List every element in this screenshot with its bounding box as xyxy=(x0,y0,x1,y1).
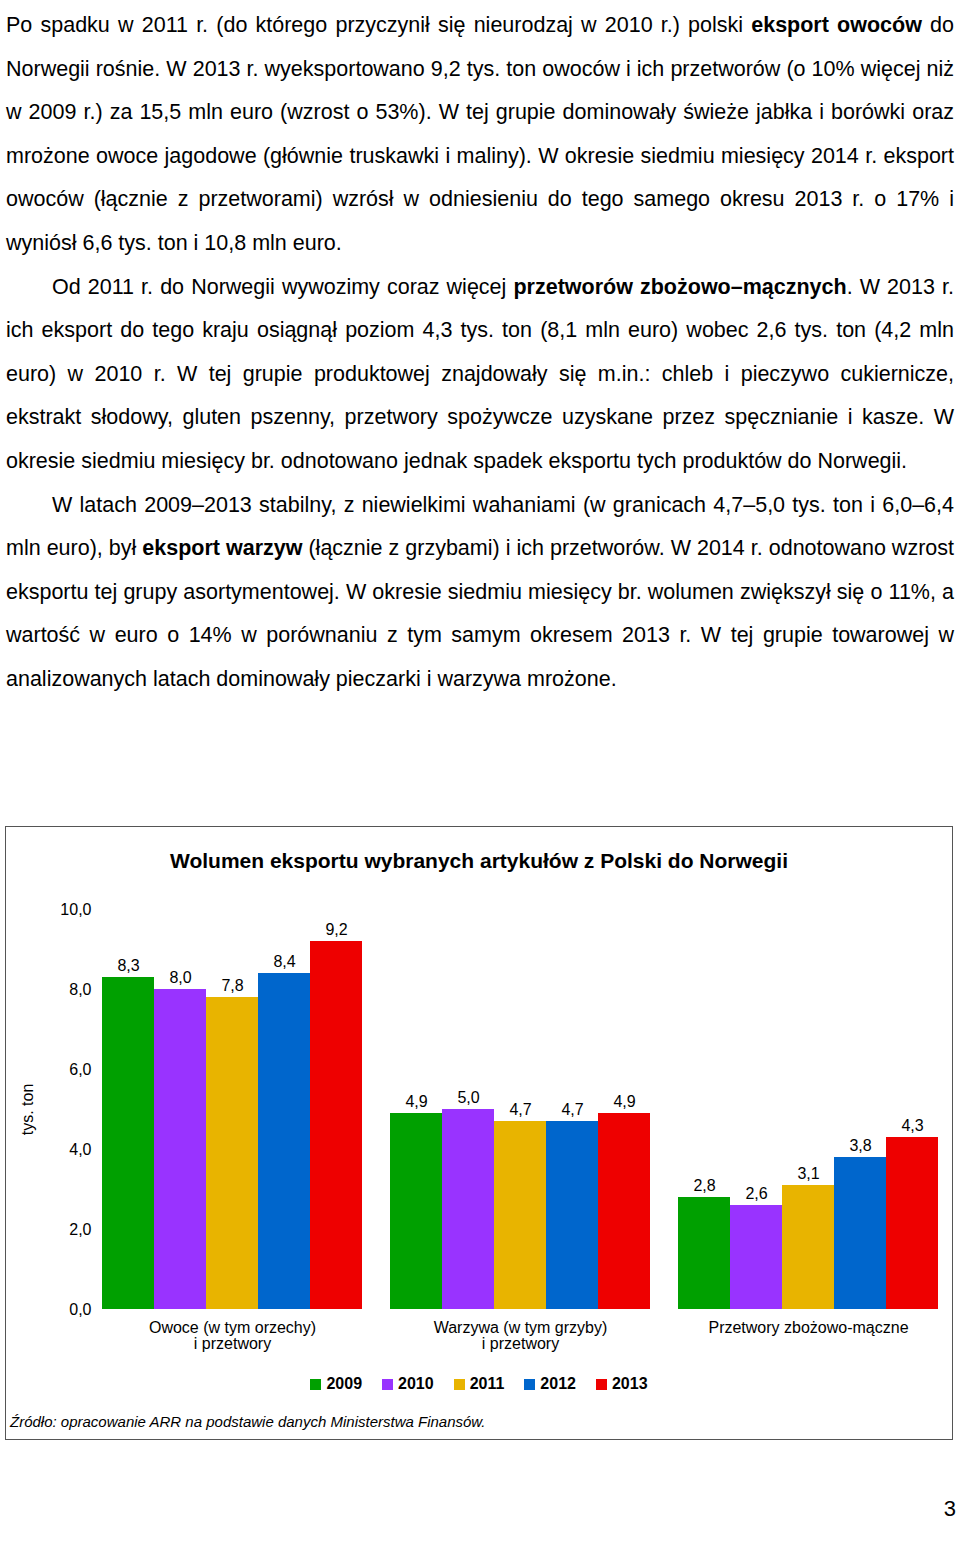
svg-text:3,1: 3,1 xyxy=(797,1165,819,1182)
html-text:2013: 2013 xyxy=(612,1375,648,1392)
svg-text:2,6: 2,6 xyxy=(745,1185,767,1202)
svg-text:tys. ton: tys. ton xyxy=(19,1084,36,1136)
svg-text:8,0: 8,0 xyxy=(69,981,91,998)
svg-text:10,0: 10,0 xyxy=(60,901,91,918)
html-text:2010: 2010 xyxy=(398,1375,434,1392)
html-text:W latach 2009–2013 stabilny, z: W latach 2009–2013 stabilny, z niewielki… xyxy=(6,492,954,691)
svg-text:3,8: 3,8 xyxy=(849,1137,871,1154)
svg-text:2,0: 2,0 xyxy=(69,1221,91,1238)
svg-text:8,0: 8,0 xyxy=(169,969,191,986)
html-text:3: 3 xyxy=(943,1496,956,1521)
svg-text:9,2: 9,2 xyxy=(325,921,347,938)
svg-text:8,3: 8,3 xyxy=(117,957,139,974)
svg-text:7,8: 7,8 xyxy=(221,977,243,994)
svg-text:Przetwory zbożowo-mączne: Przetwory zbożowo-mączne xyxy=(708,1319,908,1336)
svg-text:2,8: 2,8 xyxy=(693,1177,715,1194)
svg-text:4,7: 4,7 xyxy=(509,1101,531,1118)
html-text:Źródło: opracowanie ARR na pod: Źródło: opracowanie ARR na podstawie dan… xyxy=(10,1413,486,1430)
html-text:Od 2011 r. do Norwegii wywozim: Od 2011 r. do Norwegii wywozimy coraz wi… xyxy=(6,274,954,473)
svg-text:Owoce (w tym orzechy)i przetwo: Owoce (w tym orzechy)i przetwory xyxy=(149,1319,316,1352)
svg-text:5,0: 5,0 xyxy=(457,1089,479,1106)
html-text:2009: 2009 xyxy=(326,1375,362,1392)
svg-text:4,9: 4,9 xyxy=(613,1093,635,1110)
svg-text:4,0: 4,0 xyxy=(69,1141,91,1158)
html-text:Wolumen eksportu wybranych art: Wolumen eksportu wybranych artykułów z P… xyxy=(170,849,788,872)
html-text:2012: 2012 xyxy=(540,1375,576,1392)
svg-text:4,9: 4,9 xyxy=(405,1093,427,1110)
svg-text:Warzywa (w tym grzyby)i przetw: Warzywa (w tym grzyby)i przetwory xyxy=(434,1319,608,1352)
html-text:Po spadku w 2011 r. (do któreg: Po spadku w 2011 r. (do którego przyczyn… xyxy=(6,13,954,255)
html-text:2011: 2011 xyxy=(469,1375,505,1392)
svg-text:8,4: 8,4 xyxy=(273,953,295,970)
svg-text:0,0: 0,0 xyxy=(69,1301,91,1318)
svg-text:6,0: 6,0 xyxy=(69,1061,91,1078)
svg-text:4,3: 4,3 xyxy=(901,1117,923,1134)
svg-text:4,7: 4,7 xyxy=(561,1101,583,1118)
